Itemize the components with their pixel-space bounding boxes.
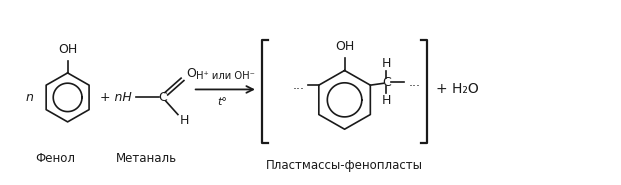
Text: ...: ... [408, 76, 420, 89]
Text: t°: t° [217, 97, 227, 107]
Text: Пластмассы-фенопласты: Пластмассы-фенопласты [266, 159, 423, 172]
Text: Н⁺ или ОН⁻: Н⁺ или ОН⁻ [196, 71, 255, 81]
Text: OH: OH [58, 43, 77, 56]
Text: + H₂O: + H₂O [436, 83, 478, 96]
Text: ...: ... [292, 79, 304, 92]
Text: C: C [158, 91, 168, 104]
Text: H: H [179, 114, 189, 127]
Text: OH: OH [335, 40, 354, 53]
Text: Метаналь: Метаналь [116, 152, 177, 165]
Text: O: O [186, 67, 196, 80]
Text: H: H [382, 94, 391, 107]
Text: C: C [382, 76, 391, 89]
Text: Фенол: Фенол [35, 152, 75, 165]
Text: H: H [382, 57, 391, 70]
Text: n: n [25, 91, 33, 104]
Text: + nH: + nH [100, 91, 132, 104]
